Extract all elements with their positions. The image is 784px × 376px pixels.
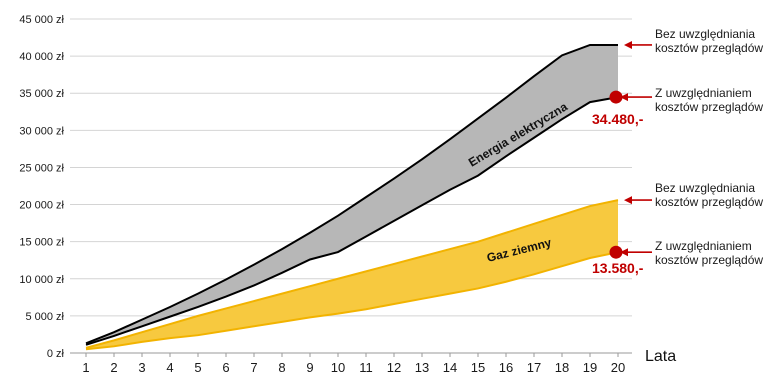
annotation-text: Bez uwzględniania bbox=[655, 181, 755, 195]
x-tick-label: 9 bbox=[306, 360, 313, 375]
annotation-text: Z uwzględnianiem bbox=[655, 239, 752, 253]
series-upper-line bbox=[85, 199, 619, 349]
x-tick-label: 16 bbox=[499, 360, 513, 375]
annotation-text: Bez uwzględniania bbox=[655, 27, 755, 41]
x-tick-label: 18 bbox=[555, 360, 569, 375]
series-band bbox=[86, 44, 618, 345]
end-value-label: 13.580,- bbox=[592, 260, 644, 276]
end-value-dot bbox=[609, 90, 623, 104]
y-tick-label: 40 000 zł bbox=[19, 51, 64, 63]
y-tick-label: 30 000 zł bbox=[19, 125, 64, 137]
x-tick-label: 3 bbox=[138, 360, 145, 375]
x-tick-label: 11 bbox=[359, 360, 373, 375]
x-tick-label: 14 bbox=[443, 360, 457, 375]
end-value-dot bbox=[609, 245, 623, 259]
y-tick-label: 5 000 zł bbox=[25, 311, 64, 323]
y-tick-label: 0 zł bbox=[47, 348, 65, 360]
x-tick-label: 13 bbox=[415, 360, 429, 375]
x-tick-label: 6 bbox=[222, 360, 229, 375]
y-axis-tick-labels: 0 zł 5 000 zł 10 000 zł 15 000 zł 20 000 zł 2… bbox=[19, 14, 64, 360]
series-lower-line bbox=[85, 251, 619, 351]
end-value-label: 34.480,- bbox=[592, 111, 644, 127]
x-tick-label: 12 bbox=[387, 360, 401, 375]
series-upper-line bbox=[85, 43, 618, 345]
annotation-arrowhead bbox=[624, 40, 632, 49]
annotation-arrowhead bbox=[620, 93, 628, 102]
annotation-text: Z uwzględnianiem bbox=[655, 86, 752, 100]
x-tick-label: 17 bbox=[527, 360, 541, 375]
y-tick-label: 35 000 zł bbox=[19, 88, 64, 100]
y-tick-label: 10 000 zł bbox=[19, 274, 64, 286]
x-tick-label: 5 bbox=[194, 360, 201, 375]
x-tick-label: 20 bbox=[611, 360, 625, 375]
x-tick-label: 4 bbox=[166, 360, 173, 375]
annotation-arrowhead bbox=[620, 248, 628, 257]
annotation-text: kosztów przeglądów bbox=[655, 253, 763, 267]
x-tick-label: 7 bbox=[250, 360, 257, 375]
x-tick-label: 19 bbox=[583, 360, 597, 375]
series-lower-line bbox=[85, 96, 619, 346]
x-axis-label: Lata bbox=[645, 348, 676, 365]
x-tick-label: 15 bbox=[471, 360, 485, 375]
annotation-arrowhead bbox=[624, 196, 632, 205]
series-band bbox=[86, 200, 618, 350]
x-tick-label: 8 bbox=[278, 360, 285, 375]
x-tick-label: 10 bbox=[331, 360, 345, 375]
x-tick-label: 1 bbox=[82, 360, 89, 375]
y-tick-label: 15 000 zł bbox=[19, 237, 64, 249]
y-tick-label: 25 000 zł bbox=[19, 162, 64, 174]
annotation-text: kosztów przeglądów bbox=[655, 41, 763, 55]
annotation-text: kosztów przeglądów bbox=[655, 195, 763, 209]
y-tick-label: 45 000 zł bbox=[19, 14, 64, 26]
y-tick-label: 20 000 zł bbox=[19, 200, 64, 212]
x-tick-label: 2 bbox=[110, 360, 117, 375]
annotation-text: kosztów przeglądów bbox=[655, 100, 763, 114]
